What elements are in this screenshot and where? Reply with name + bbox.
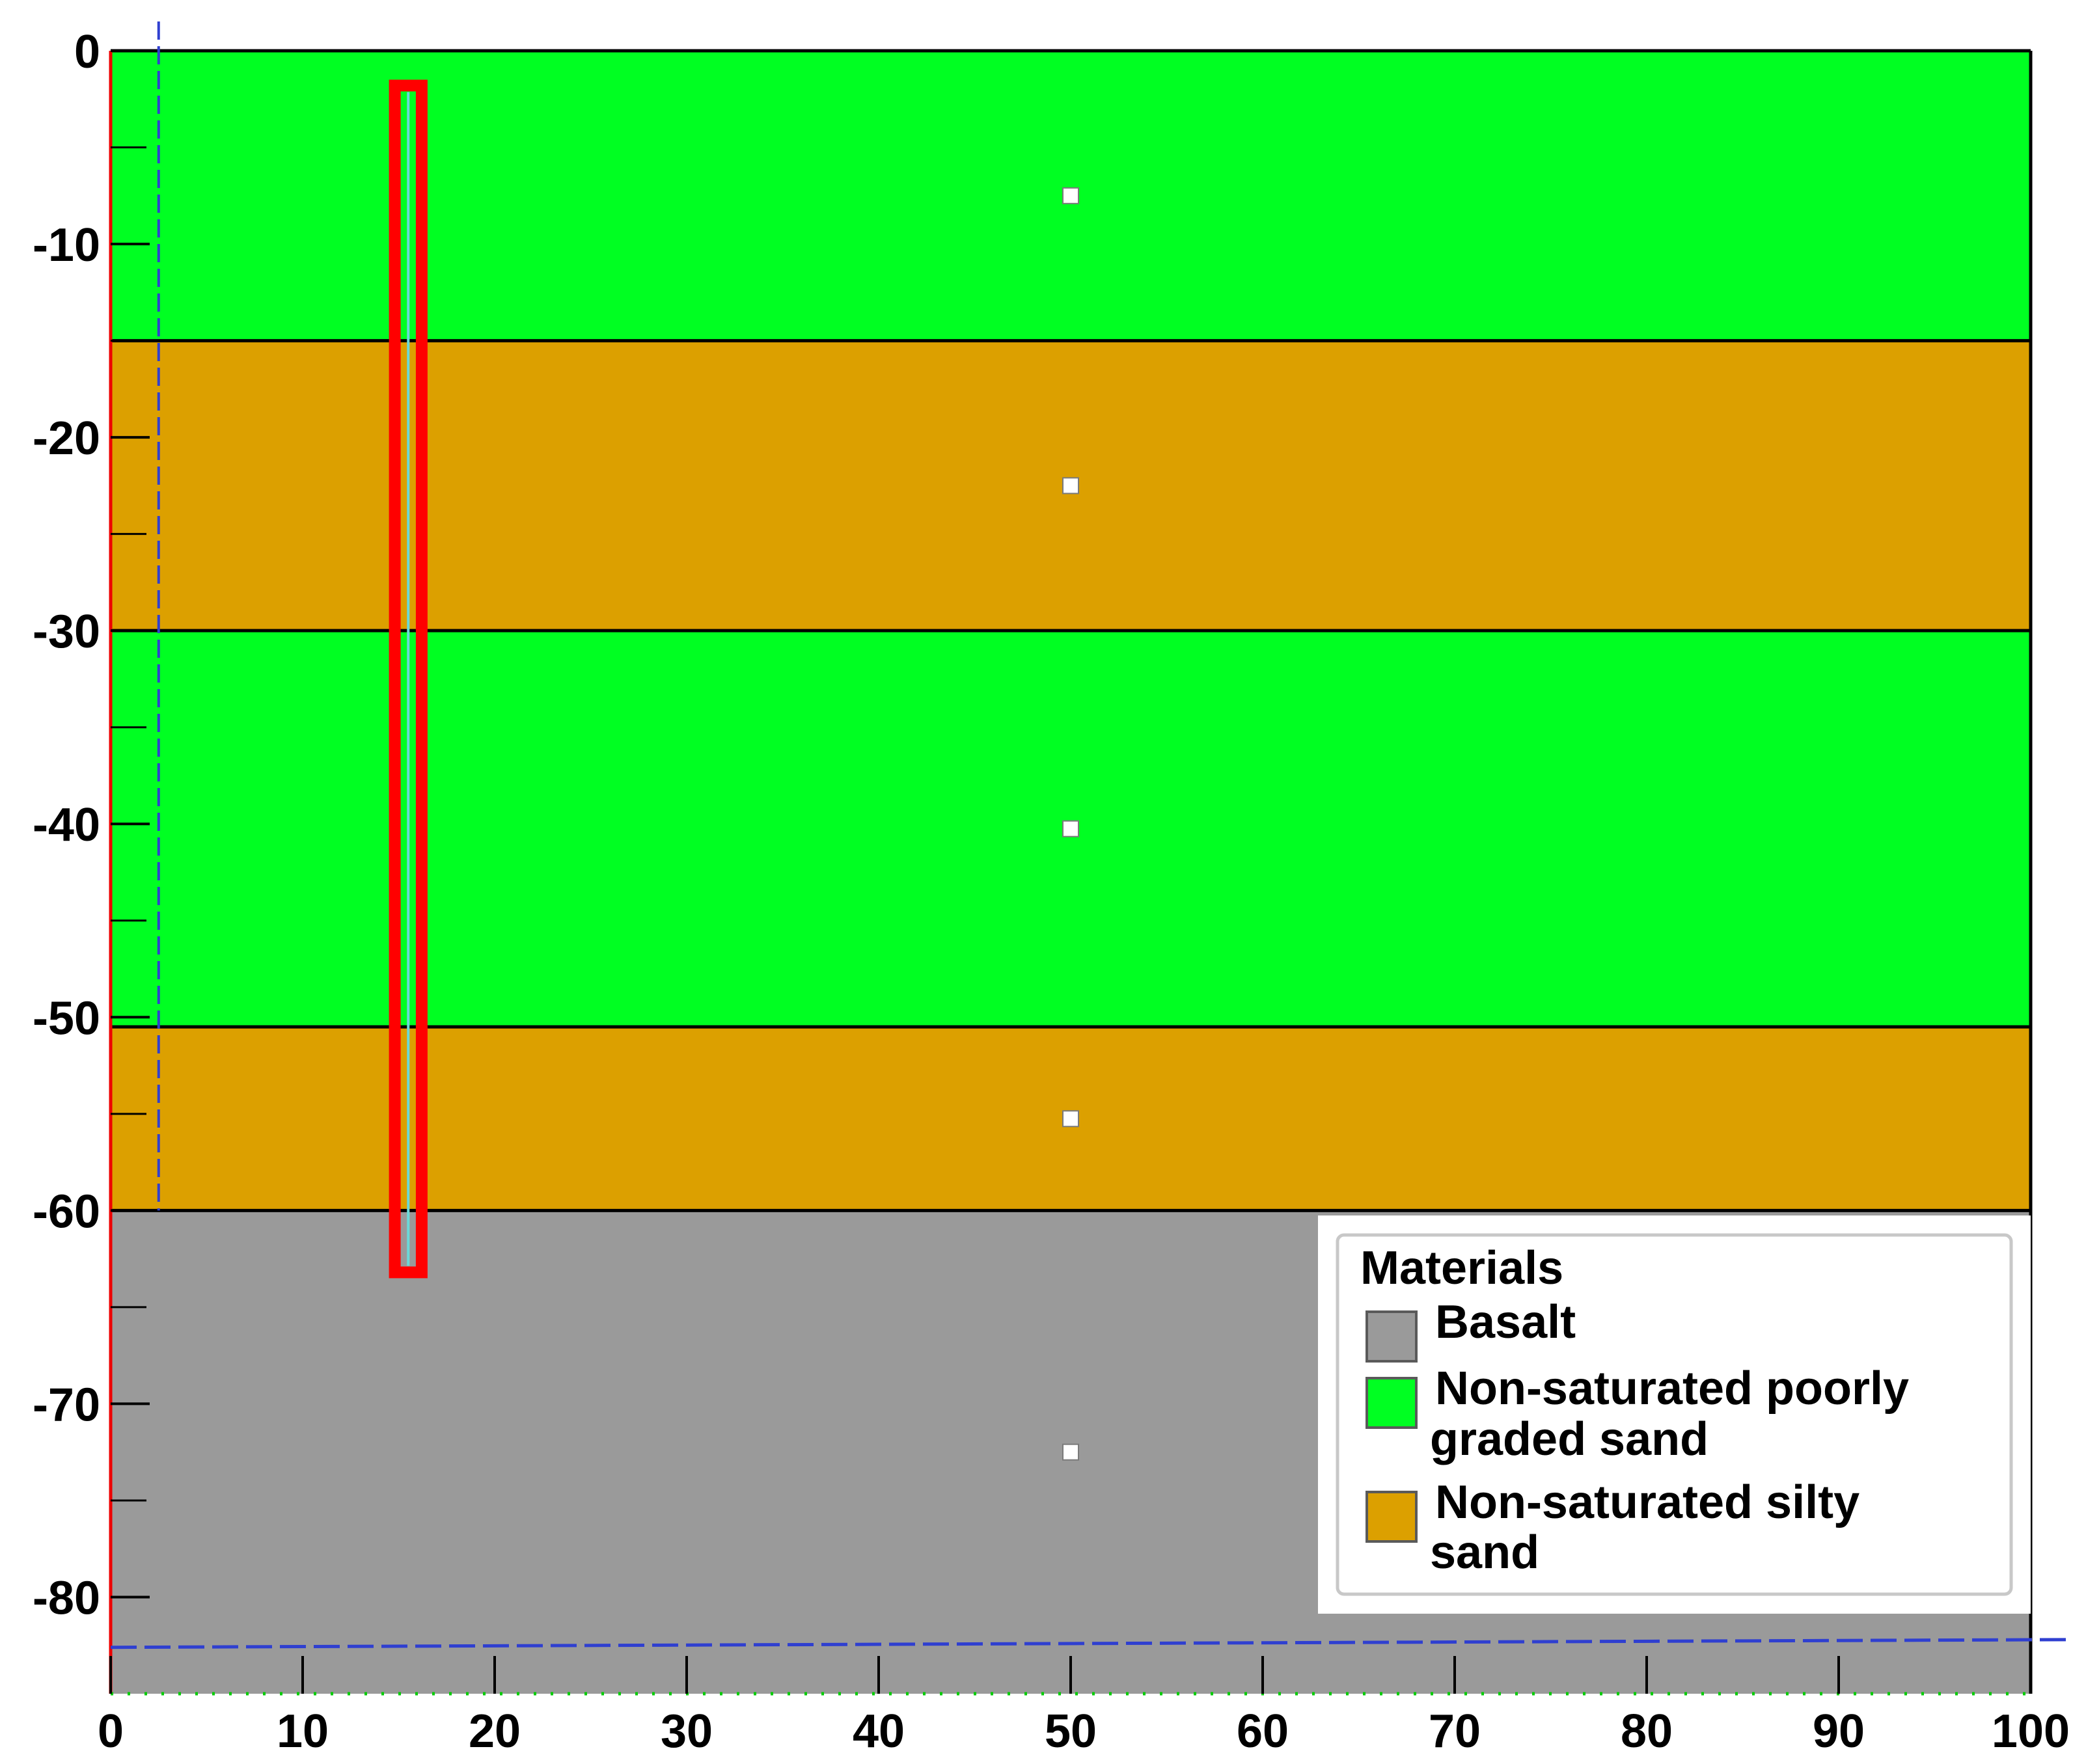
boundary-lines [109, 21, 2070, 1696]
layer-markers [1062, 187, 1079, 1461]
layer-marker [1062, 820, 1079, 837]
legend-item-label: Non-saturated silty [1435, 1476, 1860, 1528]
water-table-horizontal-line [110, 1638, 2070, 1649]
legend-item-label: Basalt [1435, 1296, 1576, 1348]
y-tick-label: -40 [33, 799, 100, 851]
x-tick-label: 70 [1429, 1705, 1481, 1757]
legend-swatch-3 [1366, 1491, 1418, 1543]
y-tick-label: 0 [74, 26, 100, 78]
legend-frame [1336, 1233, 2013, 1596]
x-tick-label: 90 [1813, 1705, 1865, 1757]
y-tick-label: -20 [33, 413, 100, 465]
y-tick-label: -50 [33, 992, 100, 1044]
layer-marker [1062, 477, 1079, 495]
legend-swatch-1 [1366, 1310, 1418, 1363]
x-tick-label: 30 [661, 1705, 713, 1757]
legend-title: Materials [1360, 1242, 1563, 1294]
y-tick-label: -30 [33, 606, 100, 658]
x-tick-label: 60 [1237, 1705, 1289, 1757]
layer-marker [1062, 1443, 1079, 1461]
y-tick-label: -70 [33, 1379, 100, 1431]
x-tick-label: 10 [277, 1705, 329, 1757]
legend-swatch-2 [1366, 1377, 1418, 1429]
y-tick-label: -10 [33, 219, 100, 271]
pile-outline [389, 79, 428, 1279]
x-tick-label: 20 [469, 1705, 521, 1757]
layer-marker [1062, 1110, 1079, 1128]
x-tick-label: 80 [1621, 1705, 1673, 1757]
y-tick-label: -80 [33, 1572, 100, 1624]
x-tick-label: 40 [853, 1705, 905, 1757]
x-tick-label: 0 [98, 1705, 124, 1757]
y-tick-label: -60 [33, 1186, 100, 1238]
axes: 0 -10 -20 -30 -40 -50 -60 -70 -80 0 10 20 30 40 50 60 70… [33, 26, 2070, 1757]
x-tick-label: 50 [1045, 1705, 1097, 1757]
x-tick-label: 100 [1992, 1705, 2070, 1757]
legend-item-label: Non-saturated poorly [1435, 1363, 1909, 1415]
legend-item-label: graded sand [1430, 1413, 1709, 1465]
layer-marker [1062, 187, 1079, 204]
pile [389, 79, 428, 1279]
legend-item-label: sand [1430, 1527, 1539, 1579]
